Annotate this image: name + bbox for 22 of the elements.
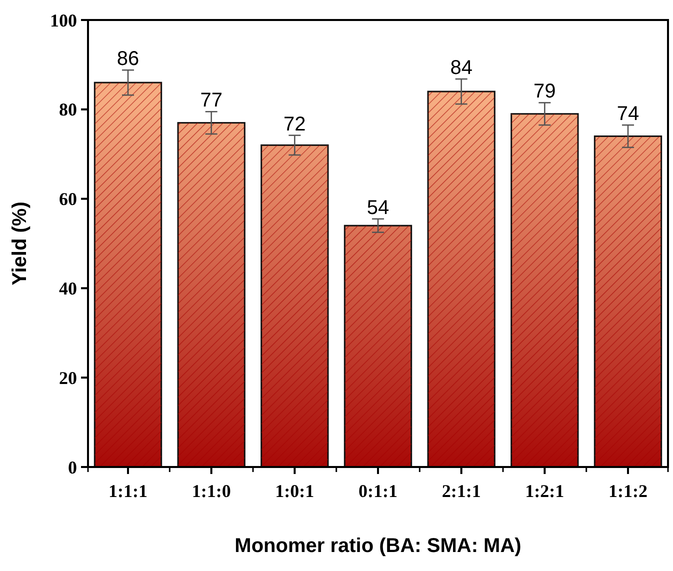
x-tick-label: 1:1:1 <box>108 481 148 501</box>
x-tick-label: 1:0:1 <box>275 481 314 501</box>
y-tick-label: 0 <box>68 457 77 478</box>
x-axis-title: Monomer ratio (BA: SMA: MA) <box>234 535 522 557</box>
y-axis-title: Yield (%) <box>9 202 31 286</box>
x-tick-label: 1:1:0 <box>192 481 231 501</box>
data-label: 86 <box>116 48 140 70</box>
y-tick-label: 20 <box>59 368 77 388</box>
x-tick-label: 1:1:2 <box>608 481 648 501</box>
y-tick-label: 40 <box>59 278 77 298</box>
y-tick-label: 100 <box>50 10 77 30</box>
data-label: 72 <box>284 113 306 136</box>
x-tick-label: 2:1:1 <box>442 481 481 501</box>
x-tick-label: 1:2:1 <box>525 481 564 501</box>
data-label: 74 <box>616 103 640 126</box>
y-tick-label: 60 <box>59 189 77 210</box>
data-label: 84 <box>450 57 472 80</box>
x-tick-label: 0:1:1 <box>358 481 398 501</box>
data-label: 79 <box>534 80 556 103</box>
y-tick-label: 80 <box>59 100 77 120</box>
data-label: 54 <box>366 196 390 219</box>
data-label: 77 <box>200 90 222 112</box>
